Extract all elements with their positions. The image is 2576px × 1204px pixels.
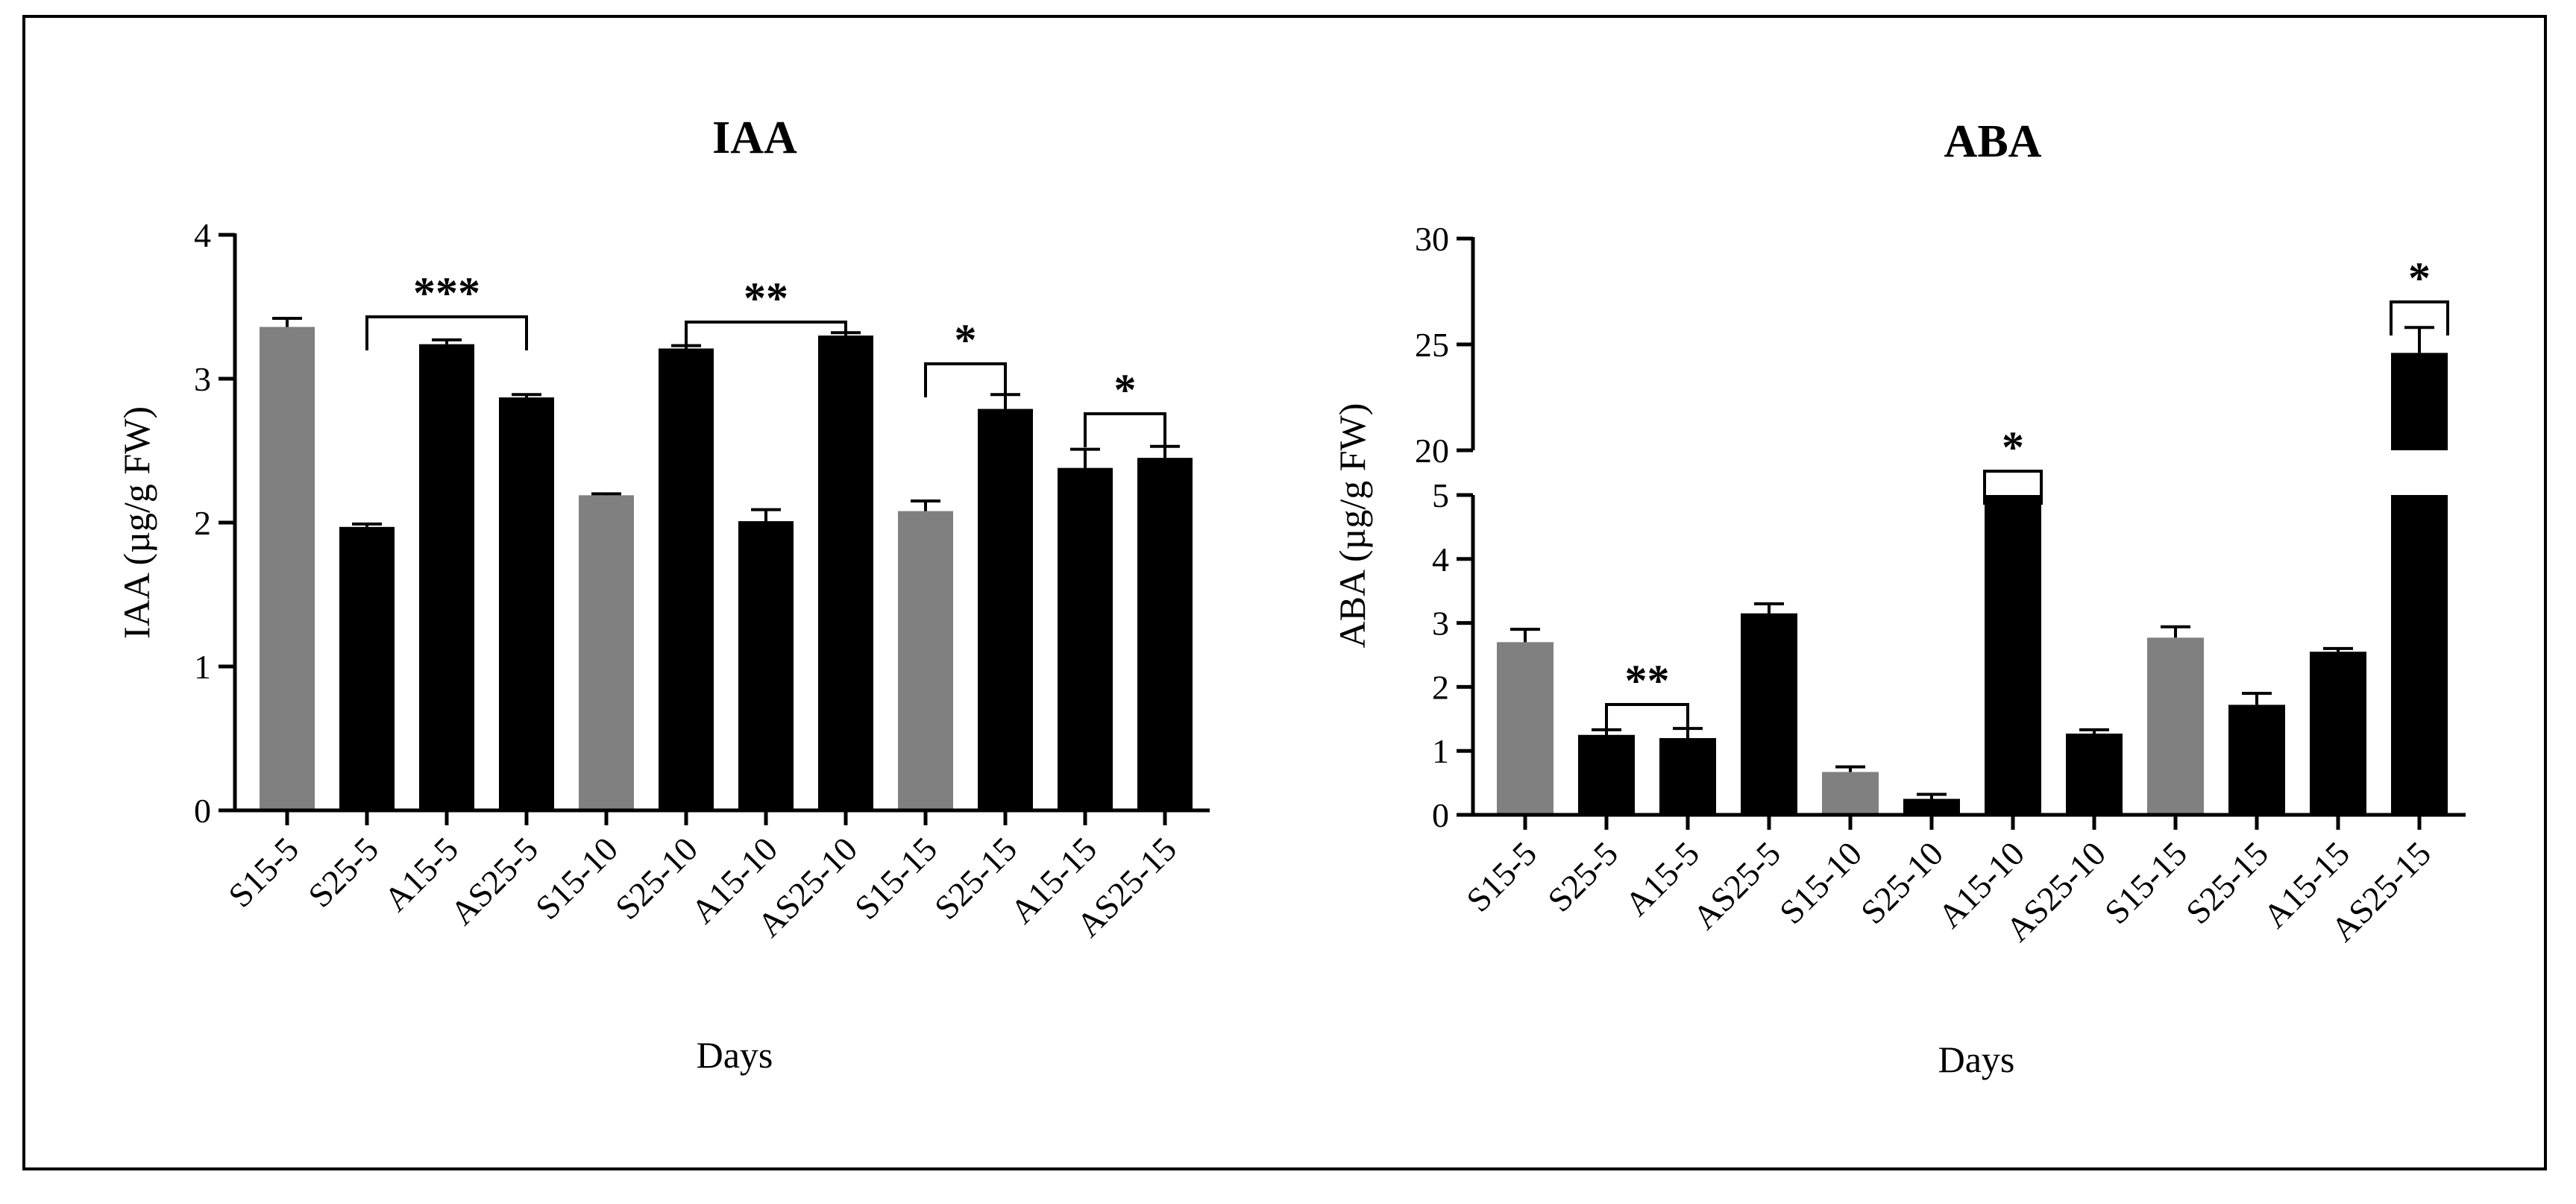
bar-a15-10 [1985, 495, 2041, 815]
y-tick-label: 3 [194, 360, 211, 398]
x-tick-label: S25-15 [2178, 834, 2275, 931]
significance-bracket [924, 362, 1007, 397]
significance-bracket [2390, 300, 2449, 335]
y-tick-label: 3 [1432, 605, 1449, 643]
bar-s25-5 [339, 526, 395, 810]
aba-chart: ABA012345202530S15-5S25-5A15-5AS25-5S15-… [1331, 116, 2466, 1080]
bar-s15-15 [898, 511, 953, 810]
bar-s25-15 [2228, 705, 2285, 815]
bar-s25-15 [978, 409, 1033, 810]
x-tick-label: S25-10 [608, 830, 705, 927]
iaa-chart: IAA01234S15-5S25-5A15-5AS25-5S15-10S25-1… [116, 113, 1210, 1076]
bar-s15-15 [2147, 637, 2204, 815]
bar-as25-5 [1741, 613, 1797, 815]
x-tick-label: S25-10 [1853, 834, 1950, 931]
bar-a15-10 [738, 521, 794, 810]
x-tick-label: S25-5 [1540, 834, 1625, 919]
bar-s25-10 [1903, 798, 1960, 815]
significance-label: * [1114, 365, 1137, 415]
x-tick-label: S15-15 [847, 830, 944, 927]
bar-s15-5 [1497, 642, 1554, 815]
significance-label: * [2002, 423, 2024, 472]
y-tick-label: 0 [194, 792, 211, 830]
bar-as25-10 [818, 335, 873, 811]
bar-s15-5 [260, 327, 315, 810]
bar-as25-15-upper [2391, 353, 2448, 450]
y-tick-label: 0 [1432, 796, 1449, 834]
significance-bracket [365, 315, 528, 350]
x-tick-label: AS25-5 [443, 830, 545, 932]
bar-a15-5 [1659, 738, 1716, 815]
x-axis-label: Days [1938, 1038, 2015, 1080]
y-axis-label: ABA (µg/g FW) [1331, 403, 1373, 649]
significance-label: ** [744, 274, 788, 323]
x-tick-label: S25-5 [301, 830, 386, 915]
x-axis-label: Days [697, 1034, 773, 1076]
y-tick-label: 5 [1432, 476, 1449, 514]
significance-bracket [1605, 703, 1689, 738]
significance-bracket [1983, 470, 2043, 505]
bar-a15-5 [419, 344, 474, 810]
bar-as25-5 [499, 397, 554, 810]
significance-label: * [955, 315, 977, 365]
y-tick-label: 1 [1432, 732, 1449, 770]
x-tick-label: S15-10 [1772, 834, 1869, 931]
bar-a15-15 [2310, 652, 2366, 815]
y-tick-label: 30 [1415, 220, 1449, 258]
y-tick-label: 2 [1432, 668, 1449, 706]
bar-s15-10 [579, 495, 634, 810]
significance-label: *** [413, 268, 480, 318]
x-tick-label: S25-15 [927, 830, 1024, 927]
x-tick-label: S15-5 [221, 830, 306, 915]
chart-title: IAA [712, 113, 797, 163]
significance-label: * [2408, 253, 2431, 303]
bar-s15-10 [1822, 772, 1879, 815]
bar-a15-15 [1058, 467, 1113, 810]
chart-title: ABA [1944, 116, 2042, 167]
y-tick-label: 1 [194, 648, 211, 686]
y-axis-label: IAA (µg/g FW) [116, 406, 157, 639]
bar-s25-10 [659, 348, 714, 811]
significance-label: ** [1625, 656, 1670, 705]
y-tick-label: 4 [194, 216, 211, 254]
y-tick-label: 2 [194, 504, 211, 542]
x-tick-label: S15-5 [1459, 834, 1544, 919]
x-tick-label: S15-10 [528, 830, 625, 927]
x-tick-label: AS25-5 [1686, 834, 1788, 936]
significance-bracket [685, 321, 847, 356]
y-tick-label: 25 [1415, 326, 1449, 364]
x-tick-label: S15-15 [2097, 834, 2194, 931]
bar-s25-5 [1578, 734, 1635, 815]
significance-bracket [1084, 412, 1166, 447]
bar-as25-10 [2066, 734, 2123, 815]
y-tick-label: 20 [1415, 432, 1449, 470]
bar-as25-15-lower [2391, 495, 2448, 815]
bar-as25-15 [1137, 458, 1193, 810]
y-tick-label: 4 [1432, 540, 1449, 579]
